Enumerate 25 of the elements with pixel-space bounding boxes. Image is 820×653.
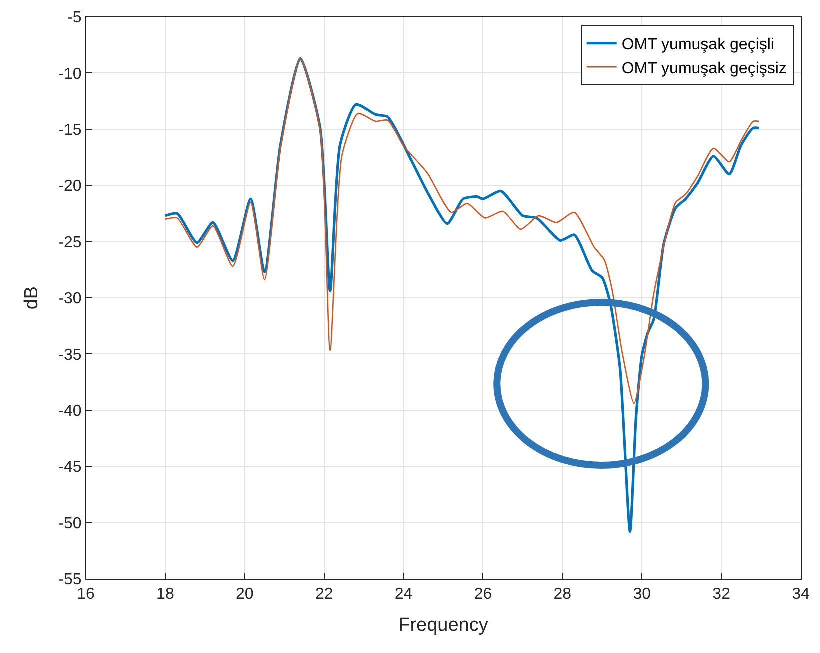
x-tick-label: 26 xyxy=(474,586,492,604)
y-axis-title: dB xyxy=(22,286,43,310)
y-tick-label: -15 xyxy=(58,122,82,139)
x-tick-label: 30 xyxy=(633,586,652,604)
y-tick-label: -5 xyxy=(68,10,82,27)
x-axis-title: Frequency xyxy=(398,615,489,636)
legend-label: OMT yumuşak geçişsiz xyxy=(622,60,787,78)
y-tick-label: -25 xyxy=(58,234,82,252)
y-tick-label: -40 xyxy=(58,403,82,420)
y-tick-label: -50 xyxy=(58,515,82,532)
y-tick-label: -30 xyxy=(58,290,82,308)
legend-label: OMT yumuşak geçişli xyxy=(622,36,774,54)
y-tick-label: -35 xyxy=(58,346,82,364)
x-tick-label: 34 xyxy=(792,586,810,604)
x-tick-label: 20 xyxy=(236,586,254,604)
x-tick-label: 22 xyxy=(315,586,334,604)
y-tick-label: -10 xyxy=(58,66,82,83)
x-tick-label: 16 xyxy=(77,586,95,604)
y-tick-label: -55 xyxy=(58,572,82,589)
x-tick-label: 24 xyxy=(394,586,413,604)
y-tick-label: -20 xyxy=(58,178,82,196)
x-tick-label: 32 xyxy=(712,586,731,604)
x-tick-label: 18 xyxy=(156,586,174,604)
x-tick-label: 28 xyxy=(554,586,572,604)
y-tick-label: -45 xyxy=(58,459,82,476)
